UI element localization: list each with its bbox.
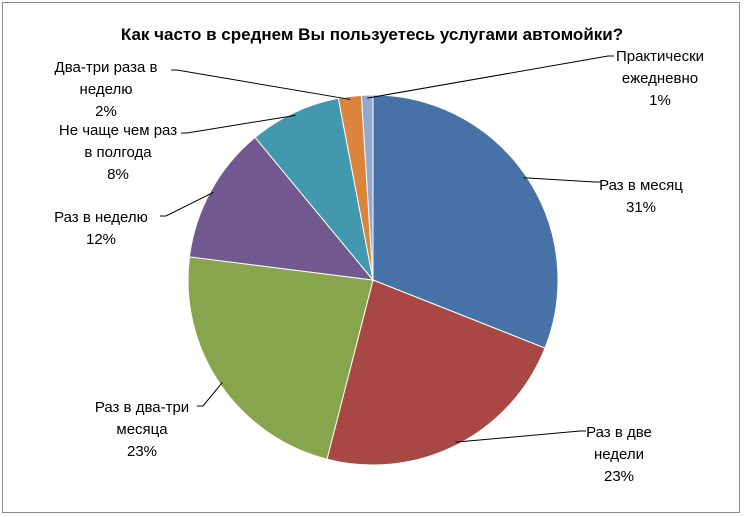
leader-line xyxy=(197,381,223,407)
leader-lines xyxy=(160,55,614,443)
chart-title: Как часто в среднем Вы пользуетесь услуг… xyxy=(121,25,623,44)
data-label-text: Раз в два-три xyxy=(95,399,189,416)
data-label: Раз в месяц 31% xyxy=(599,177,683,216)
data-label-text: Практически xyxy=(616,48,704,65)
data-label-text: недели xyxy=(594,446,644,463)
leader-line xyxy=(181,114,296,134)
data-label-percent: 23% xyxy=(127,443,157,460)
data-label-text: Раз в две xyxy=(586,424,652,441)
pie-slice xyxy=(187,256,374,460)
data-label: Раз в две недели 23% xyxy=(586,424,652,485)
data-label: Раз в неделю 12% xyxy=(54,209,148,248)
data-label: Два-три раза в неделю 2% xyxy=(55,59,158,120)
pie-slices xyxy=(187,94,559,466)
leader-line xyxy=(367,55,614,99)
data-label-text: Два-три раза в xyxy=(55,59,158,76)
data-label-percent: 12% xyxy=(86,231,116,248)
leader-line xyxy=(171,69,351,100)
data-label-text: месяца xyxy=(116,421,168,438)
leader-line xyxy=(455,430,586,443)
data-label-percent: 2% xyxy=(95,103,117,120)
pie-slice xyxy=(254,97,374,281)
data-label: Раз в два-три месяца 23% xyxy=(95,399,189,460)
data-label-text: Не чаще чем раз xyxy=(59,122,177,139)
data-label-percent: 31% xyxy=(626,199,656,216)
data-label: Не чаще чем раз в полгода 8% xyxy=(59,122,177,183)
pie-slice xyxy=(188,136,375,281)
pie-slice xyxy=(326,279,546,466)
leader-line xyxy=(160,191,214,217)
data-label-percent: 23% xyxy=(604,468,634,485)
leader-line xyxy=(523,177,601,183)
data-label: Практически ежедневно 1% xyxy=(616,48,704,109)
pie-slice xyxy=(372,94,559,349)
data-label-text: в полгода xyxy=(84,144,152,161)
pie-slice xyxy=(360,94,374,281)
data-label-text: неделю xyxy=(80,81,133,98)
data-label-percent: 1% xyxy=(649,92,671,109)
data-label-percent: 8% xyxy=(107,166,129,183)
data-label-text: Раз в месяц xyxy=(599,177,683,194)
data-label-text: Раз в неделю xyxy=(54,209,148,226)
data-labels: Раз в месяц 31%Раз в две недели 23%Раз в дв… xyxy=(54,48,704,485)
data-label-text: ежедневно xyxy=(622,70,698,87)
